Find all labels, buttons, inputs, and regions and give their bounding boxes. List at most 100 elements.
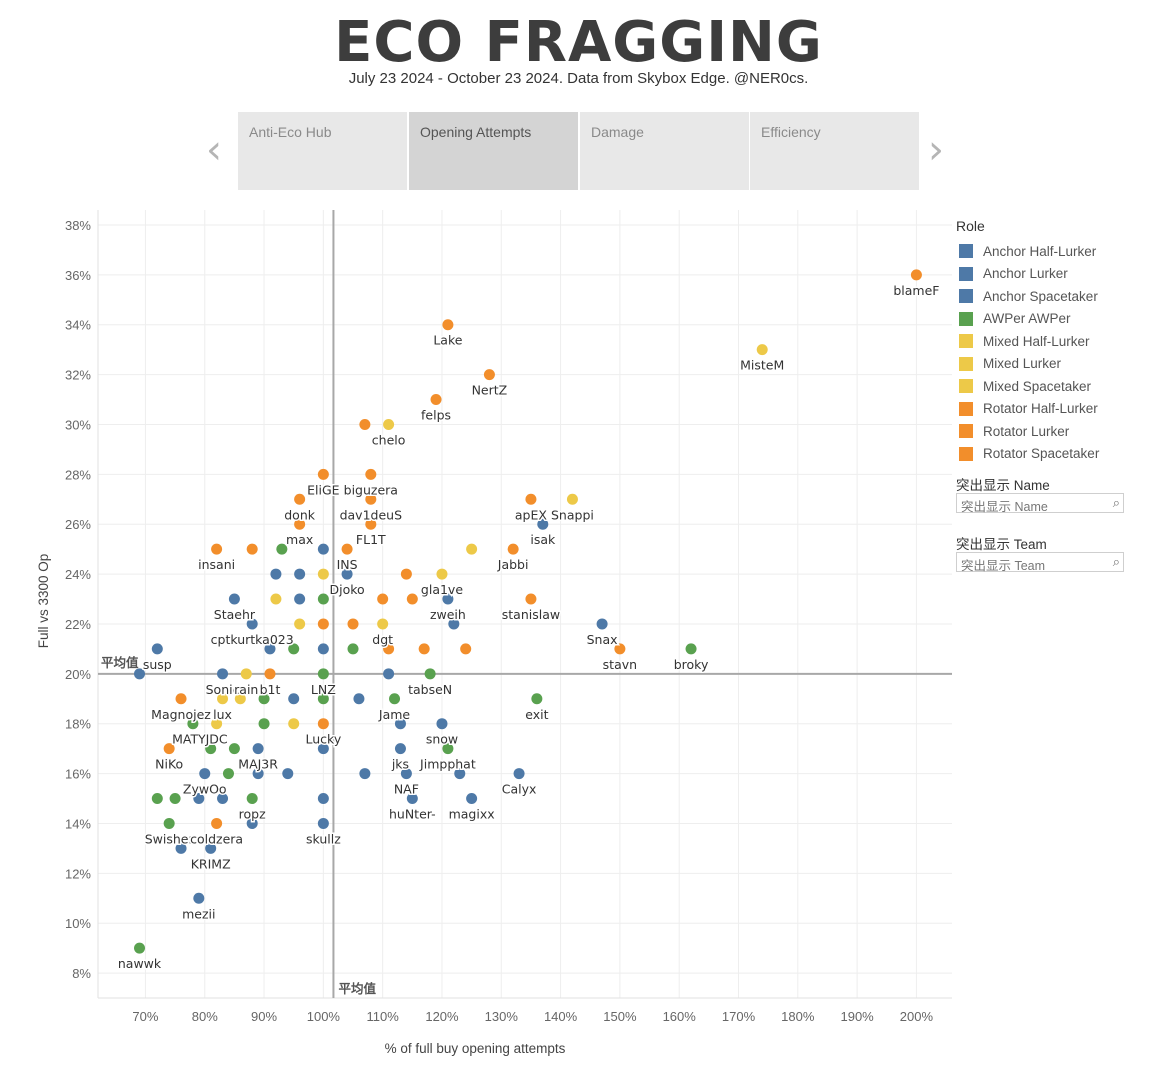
- legend-label: Anchor Spacetaker: [983, 288, 1098, 304]
- legend-swatch: [959, 289, 973, 304]
- data-point: [169, 793, 181, 805]
- legend-swatch: [959, 446, 973, 461]
- data-point: [163, 743, 175, 755]
- team-filter-label: 突出显示 Team: [956, 537, 1047, 552]
- data-point: [347, 618, 359, 630]
- data-point: [317, 668, 329, 680]
- x-reference-label: 平均值: [338, 981, 376, 996]
- data-point: [217, 693, 229, 705]
- data-point: [317, 593, 329, 605]
- legend-label: Mixed Lurker: [983, 356, 1062, 372]
- x-tick-label: 150%: [603, 1009, 637, 1024]
- data-point: [294, 593, 306, 605]
- data-point: [442, 319, 454, 331]
- data-point: [234, 693, 246, 705]
- page-title: ECO FRAGGING: [334, 10, 823, 75]
- chevron-right-icon[interactable]: ›: [928, 127, 944, 173]
- data-point: [246, 817, 258, 829]
- data-point: [258, 718, 270, 730]
- point-label: Snappi: [551, 507, 594, 522]
- point-label: huNter-: [389, 807, 436, 822]
- legend-items: Anchor Half-Lurker Anchor Lurker Anchor Sp…: [956, 240, 1146, 465]
- x-axis-title: % of full buy opening attempts: [385, 1041, 566, 1056]
- point-label: ZywOo: [183, 782, 227, 797]
- legend-item[interactable]: Rotator Spacetaker: [956, 443, 1146, 466]
- data-point: [525, 493, 537, 505]
- y-tick-label: 20%: [65, 667, 91, 682]
- data-point: [448, 618, 460, 630]
- data-point: [383, 418, 395, 430]
- x-tick-label: 80%: [192, 1009, 218, 1024]
- y-tick-label: 12%: [65, 866, 91, 881]
- search-icon: ⌕: [1112, 554, 1120, 569]
- legend-swatch: [959, 424, 973, 439]
- data-point: [264, 643, 276, 655]
- y-axis-title: Full vs 3300 Op: [36, 554, 51, 649]
- legend-item[interactable]: Rotator Half-Lurker: [956, 398, 1146, 421]
- legend-item[interactable]: Anchor Spacetaker: [956, 285, 1146, 308]
- tab-damage[interactable]: Damage: [580, 112, 749, 190]
- y-tick-label: 32%: [65, 368, 91, 383]
- team-filter-input[interactable]: 突出显示 Team ⌕: [956, 552, 1124, 573]
- data-point: [910, 269, 922, 281]
- legend-item[interactable]: Mixed Half-Lurker: [956, 330, 1146, 353]
- y-tick-label: 16%: [65, 767, 91, 782]
- point-label: Magnojez: [151, 707, 211, 722]
- point-label: INS: [337, 557, 358, 572]
- point-label: b1t: [260, 682, 281, 697]
- legend-swatch: [959, 401, 973, 416]
- data-point: [442, 743, 454, 755]
- point-label: blameF: [893, 283, 939, 298]
- legend-item[interactable]: Anchor Lurker: [956, 263, 1146, 286]
- data-point: [365, 493, 377, 505]
- data-point: [383, 643, 395, 655]
- scatter-chart: 70% 80% 90% 100% 110% 120% 130% 140% 150% 160% 170…: [36, 210, 952, 1056]
- point-label: EliGE: [307, 482, 340, 497]
- data-point: [252, 743, 264, 755]
- data-point: [424, 668, 436, 680]
- data-point: [228, 593, 240, 605]
- x-tick-label: 160%: [663, 1009, 697, 1024]
- data-point: [222, 768, 234, 780]
- legend-item[interactable]: Mixed Spacetaker: [956, 375, 1146, 398]
- point-label: mezii: [182, 906, 215, 921]
- x-tick-label: 190%: [840, 1009, 874, 1024]
- point-label: ropz: [239, 807, 266, 822]
- x-tick-label: 90%: [251, 1009, 277, 1024]
- point-label: Staehr: [214, 607, 256, 622]
- data-point: [430, 394, 442, 406]
- point-label: NertZ: [472, 383, 508, 398]
- legend-item[interactable]: Mixed Lurker: [956, 353, 1146, 376]
- point-label: rain: [234, 682, 258, 697]
- data-point: [507, 543, 519, 555]
- data-point: [294, 618, 306, 630]
- data-point: [317, 568, 329, 580]
- data-point: [199, 768, 211, 780]
- data-point: [566, 493, 578, 505]
- name-filter-input[interactable]: 突出显示 Name ⌕: [956, 493, 1124, 514]
- tab-anti-eco-hub[interactable]: Anti-Eco Hub: [238, 112, 407, 190]
- point-label: tabseN: [408, 682, 452, 697]
- data-point: [317, 618, 329, 630]
- data-point: [151, 643, 163, 655]
- y-tick-label: 38%: [65, 218, 91, 233]
- legend-item[interactable]: Anchor Half-Lurker: [956, 240, 1146, 263]
- point-label: KRIMZ: [191, 856, 231, 871]
- tab-efficiency[interactable]: Efficiency: [750, 112, 919, 190]
- x-tick-label: 110%: [367, 1009, 400, 1024]
- chevron-left-icon[interactable]: ‹: [206, 127, 222, 173]
- legend-item[interactable]: AWPer AWPer: [956, 308, 1146, 331]
- y-tick-label: 36%: [65, 268, 91, 283]
- data-point: [317, 643, 329, 655]
- data-point: [294, 493, 306, 505]
- point-label: snow: [426, 732, 458, 747]
- tab-opening-attempts[interactable]: Opening Attempts: [409, 112, 578, 190]
- data-point: [531, 693, 543, 705]
- legend-item[interactable]: Rotator Lurker: [956, 420, 1146, 443]
- legend-label: Rotator Half-Lurker: [983, 401, 1098, 417]
- search-icon: ⌕: [1112, 495, 1120, 510]
- data-point: [252, 768, 264, 780]
- data-point: [614, 643, 626, 655]
- point-label: MisteM: [740, 358, 784, 373]
- y-tick-label: 30%: [65, 417, 91, 432]
